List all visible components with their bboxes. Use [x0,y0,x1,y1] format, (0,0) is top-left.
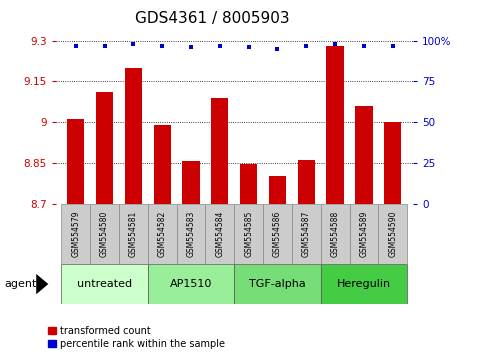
Bar [67,119,85,204]
Point [331,41,339,47]
Text: GSM554589: GSM554589 [359,210,369,257]
Bar [321,204,350,264]
Bar [154,125,171,204]
Point [360,43,368,48]
Bar [321,264,407,304]
Bar [61,204,90,264]
Text: GSM554586: GSM554586 [273,210,282,257]
Text: GSM554583: GSM554583 [186,210,196,257]
Bar [327,46,344,204]
Point [72,43,80,48]
Bar [148,204,177,264]
Text: GSM554590: GSM554590 [388,210,398,257]
Text: GSM554582: GSM554582 [157,211,167,257]
Bar [125,68,142,204]
Bar [61,264,148,304]
Point [187,44,195,50]
Text: Heregulin: Heregulin [337,279,391,289]
Bar [90,204,119,264]
Bar [298,160,315,204]
Text: untreated: untreated [77,279,132,289]
Text: AP1510: AP1510 [170,279,212,289]
Bar [234,264,321,304]
Text: GSM554579: GSM554579 [71,210,80,257]
Text: GSM554588: GSM554588 [331,211,340,257]
Text: GSM554580: GSM554580 [100,210,109,257]
Bar [148,264,234,304]
Bar [263,204,292,264]
Text: TGF-alpha: TGF-alpha [249,279,306,289]
Bar [234,204,263,264]
Bar [292,204,321,264]
Point [158,43,166,48]
Bar [211,98,228,204]
Text: GSM554584: GSM554584 [215,210,224,257]
Point [245,44,253,50]
Point [389,43,397,48]
Bar [355,106,372,204]
Bar [384,122,401,204]
Bar [205,204,234,264]
Point [274,46,282,52]
Text: GSM554585: GSM554585 [244,210,253,257]
Bar [96,92,113,204]
Bar [177,204,205,264]
Point [100,43,108,48]
Bar [350,204,378,264]
Bar [269,176,286,204]
Legend: transformed count, percentile rank within the sample: transformed count, percentile rank withi… [48,326,225,349]
Bar [240,164,257,204]
Text: GSM554587: GSM554587 [302,210,311,257]
Point [216,43,224,48]
Bar [183,161,199,204]
Text: GDS4361 / 8005903: GDS4361 / 8005903 [135,11,290,25]
Bar [119,204,148,264]
Point [302,43,310,48]
Point [129,41,137,47]
Text: GSM554581: GSM554581 [129,211,138,257]
Bar [378,204,407,264]
Text: agent: agent [5,279,37,289]
